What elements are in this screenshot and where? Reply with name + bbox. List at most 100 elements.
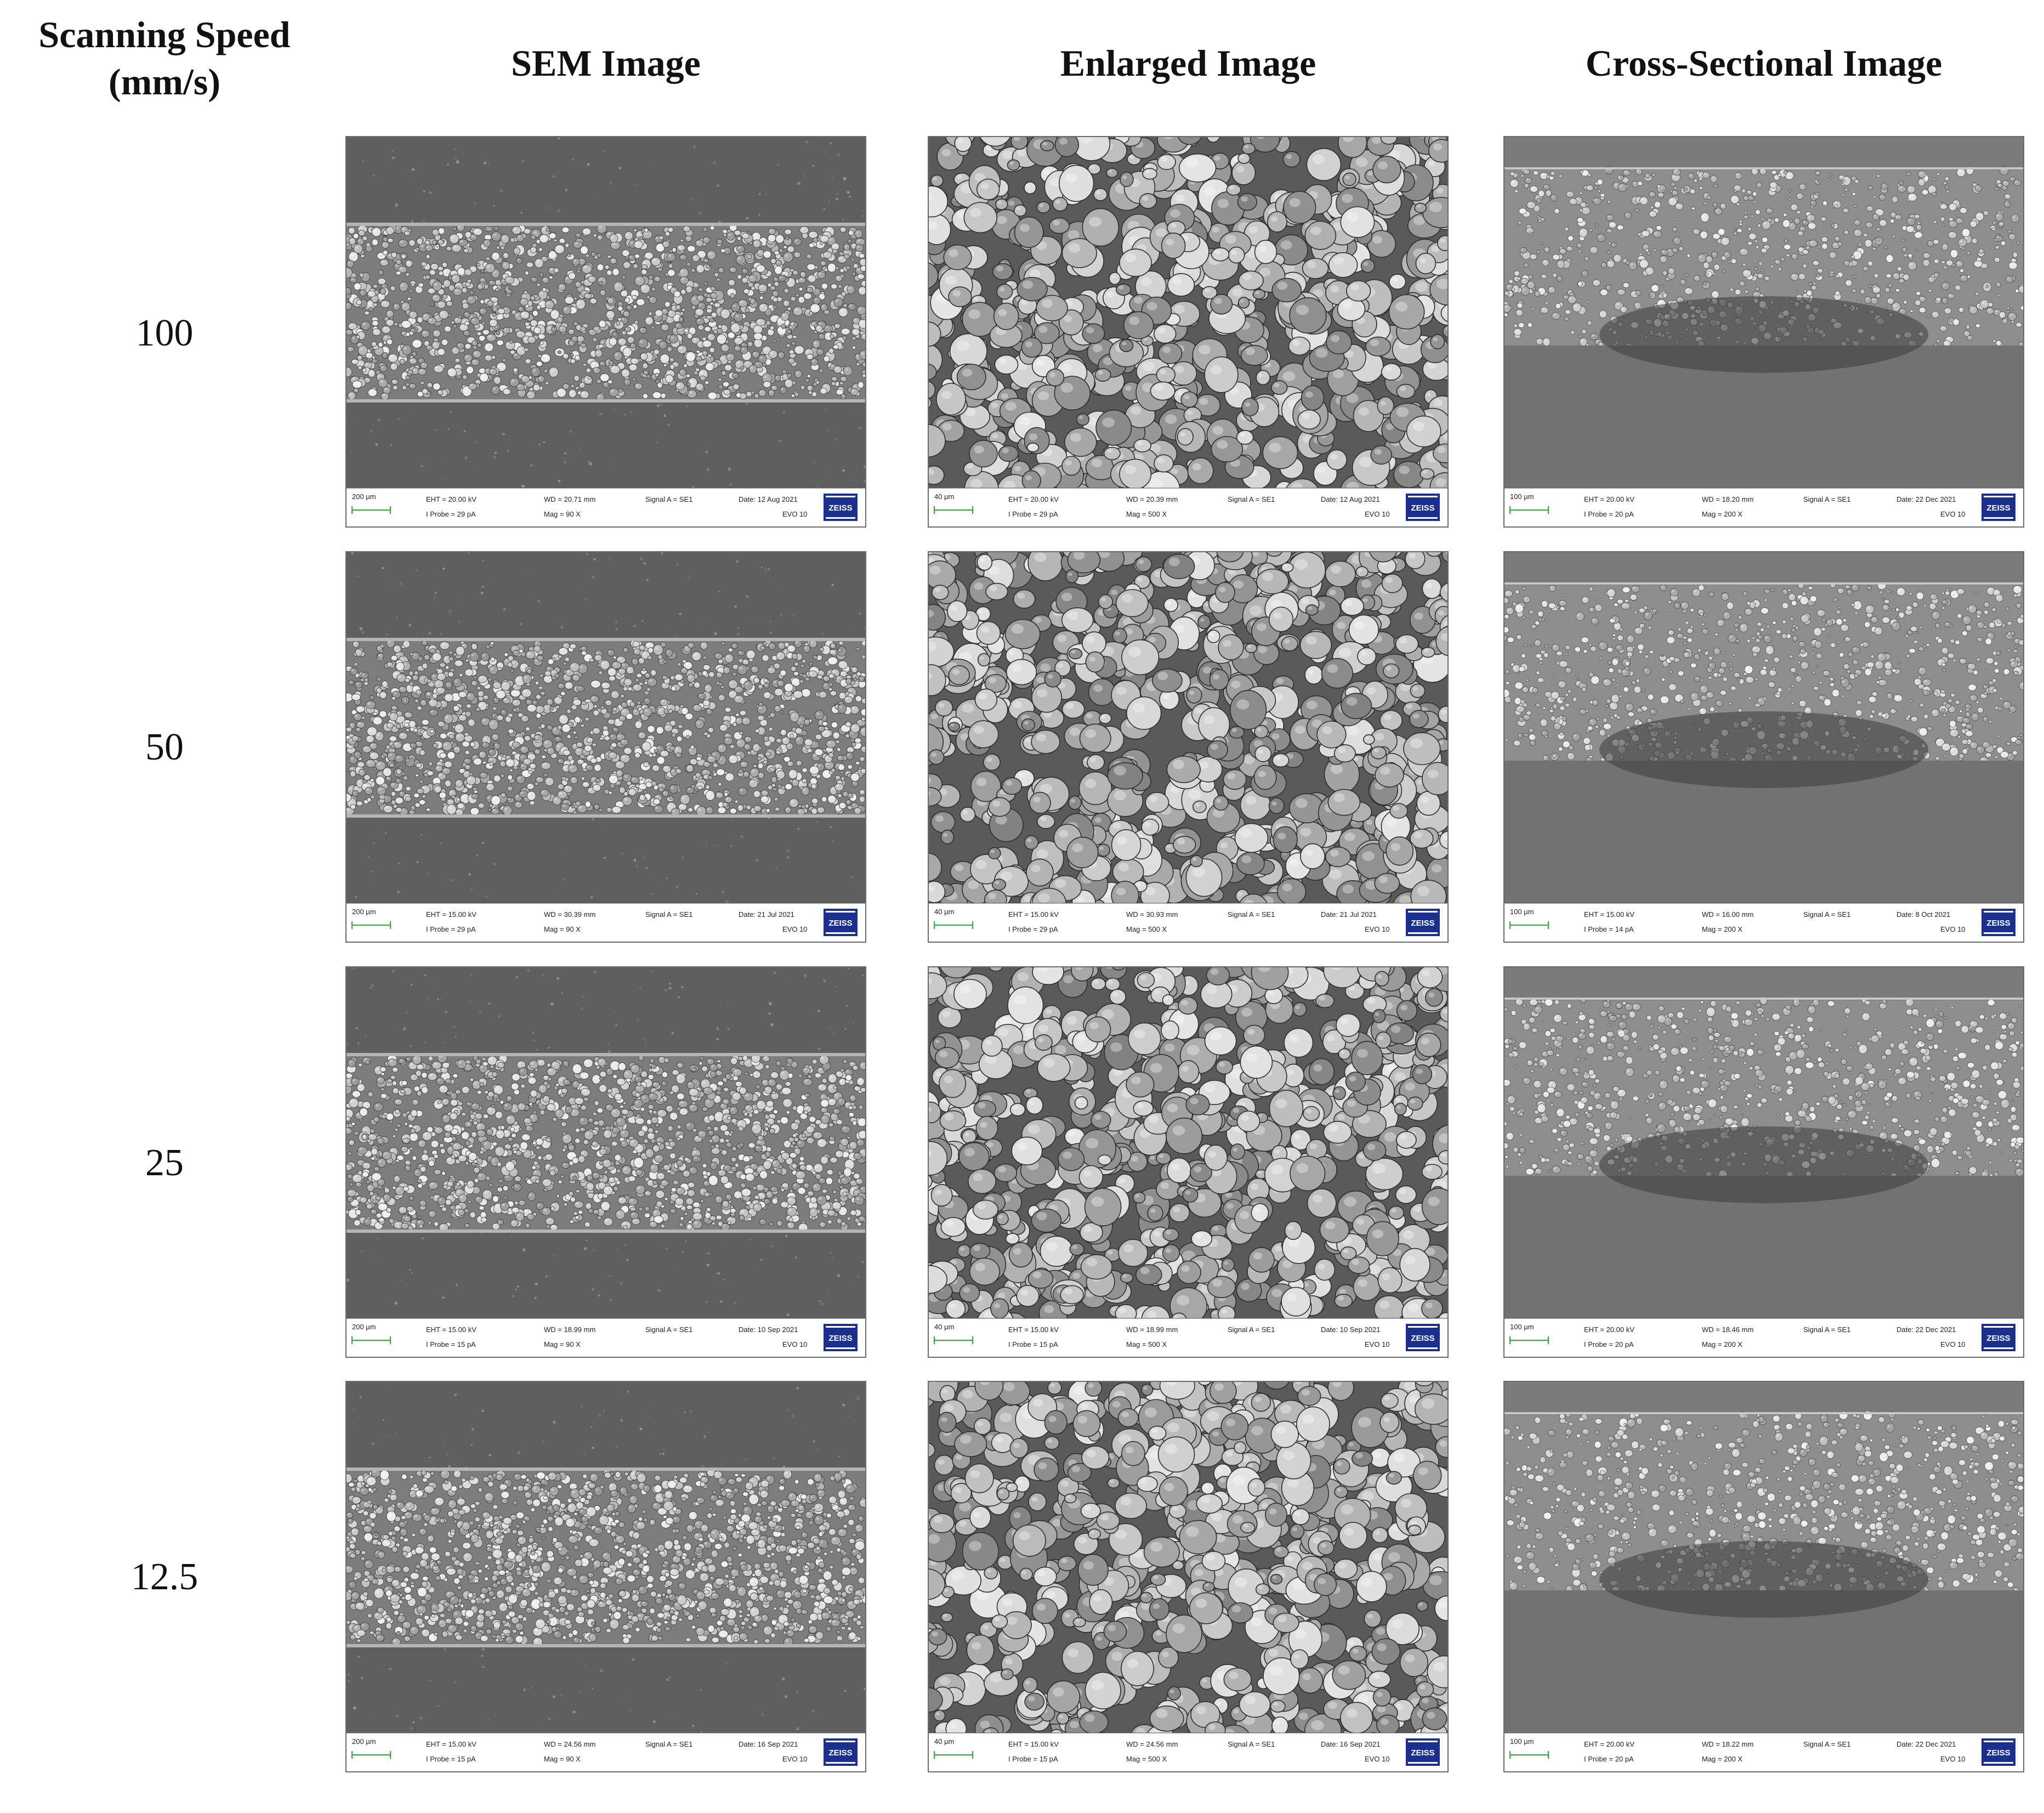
micrograph-texture	[1504, 967, 2023, 1318]
signal-value: Signal A = SE1	[1228, 495, 1275, 503]
date-value: Date: 12 Aug 2021	[1321, 495, 1380, 503]
speed-label-row-4: 12.5	[0, 1554, 329, 1601]
magnification-value: Mag = 500 X	[1126, 510, 1167, 518]
probe-current-value: I Probe = 29 pA	[1008, 925, 1058, 933]
eht-value: EHT = 20.00 kV	[1584, 1740, 1634, 1748]
magnification-value: Mag = 200 X	[1702, 1755, 1742, 1763]
scale-bar-label: 100 µm	[1510, 492, 1534, 501]
instrument-model: EVO 10	[1365, 925, 1390, 933]
date-value: Date: 21 Jul 2021	[739, 910, 794, 919]
column-header-enlarged: Enlarged Image	[928, 39, 1449, 87]
header-line-1: Scanning Speed	[0, 11, 329, 58]
signal-value: Signal A = SE1	[645, 910, 692, 919]
probe-current-value: I Probe = 20 pA	[1584, 1755, 1634, 1763]
info-bar: 100 µm EHT = 20.00 kV I Probe = 20 pA WD = …	[1504, 1732, 2023, 1771]
svg-text:ZEISS: ZEISS	[828, 503, 852, 513]
info-bar: 100 µm EHT = 20.00 kV I Probe = 20 pA WD = …	[1504, 488, 2023, 526]
enlarged-image-row-1: 40 µm EHT = 20.00 kV I Probe = 29 pA WD = 2…	[928, 136, 1449, 528]
micrograph-texture	[929, 552, 1447, 924]
zeiss-logo: ZEISS	[824, 909, 858, 936]
magnification-value: Mag = 90 X	[544, 1340, 581, 1349]
instrument-model: EVO 10	[782, 1755, 808, 1763]
zeiss-logo: ZEISS	[1981, 1738, 2015, 1766]
sem-image-row-2: 200 µm EHT = 15.00 kV I Probe = 29 pA WD = …	[345, 551, 866, 943]
date-value: Date: 22 Dec 2021	[1897, 495, 1956, 503]
info-bar: 100 µm EHT = 20.00 kV I Probe = 20 pA WD = …	[1504, 1318, 2023, 1357]
signal-value: Signal A = SE1	[1803, 910, 1850, 919]
eht-value: EHT = 20.00 kV	[426, 495, 476, 503]
scale-bar-label: 200 µm	[352, 1323, 376, 1331]
info-bar: 200 µm EHT = 15.00 kV I Probe = 15 pA WD = …	[347, 1732, 865, 1771]
magnification-value: Mag = 200 X	[1702, 925, 1742, 933]
magnification-value: Mag = 500 X	[1126, 1340, 1167, 1349]
cross-section-image-row-2: 100 µm EHT = 15.00 kV I Probe = 14 pA WD = …	[1503, 551, 2024, 943]
date-value: Date: 8 Oct 2021	[1897, 910, 1950, 919]
signal-value: Signal A = SE1	[1803, 495, 1850, 503]
scale-bar-label: 40 µm	[934, 1323, 954, 1331]
enlarged-image-row-2: 40 µm EHT = 15.00 kV I Probe = 29 pA WD = 3…	[928, 551, 1449, 943]
probe-current-value: I Probe = 29 pA	[1008, 510, 1058, 518]
micrograph: 40 µm EHT = 20.00 kV I Probe = 29 pA WD = 2…	[929, 137, 1447, 526]
instrument-model: EVO 10	[1940, 1755, 1966, 1763]
column-header-sem: SEM Image	[345, 39, 866, 87]
date-value: Date: 12 Aug 2021	[739, 495, 798, 503]
scale-bar-label: 200 µm	[352, 492, 376, 501]
eht-value: EHT = 15.00 kV	[1584, 910, 1634, 919]
micrograph: 100 µm EHT = 20.00 kV I Probe = 20 pA WD = …	[1504, 137, 2023, 526]
info-bar: 40 µm EHT = 15.00 kV I Probe = 15 pA WD = 2…	[929, 1732, 1447, 1771]
scale-bar-label: 100 µm	[1510, 908, 1534, 916]
eht-value: EHT = 15.00 kV	[426, 1325, 476, 1334]
signal-value: Signal A = SE1	[645, 495, 692, 503]
micrograph: 100 µm EHT = 20.00 kV I Probe = 20 pA WD = …	[1504, 967, 2023, 1357]
scale-bar-label: 40 µm	[934, 1737, 954, 1746]
zeiss-logo: ZEISS	[1981, 1324, 2015, 1351]
zeiss-logo: ZEISS	[824, 1738, 858, 1766]
date-value: Date: 16 Sep 2021	[1321, 1740, 1380, 1748]
scale-bar-label: 100 µm	[1510, 1323, 1534, 1331]
eht-value: EHT = 20.00 kV	[1008, 495, 1059, 503]
date-value: Date: 21 Jul 2021	[1321, 910, 1377, 919]
instrument-model: EVO 10	[1365, 1755, 1390, 1763]
info-bar: 40 µm EHT = 15.00 kV I Probe = 29 pA WD = 3…	[929, 903, 1447, 942]
signal-value: Signal A = SE1	[645, 1740, 692, 1748]
eht-value: EHT = 15.00 kV	[426, 910, 476, 919]
info-bar: 200 µm EHT = 15.00 kV I Probe = 29 pA WD = …	[347, 903, 865, 942]
probe-current-value: I Probe = 15 pA	[1008, 1340, 1058, 1349]
micrograph: 40 µm EHT = 15.00 kV I Probe = 15 pA WD = 2…	[929, 1382, 1447, 1771]
signal-value: Signal A = SE1	[645, 1325, 692, 1334]
eht-value: EHT = 15.00 kV	[426, 1740, 476, 1748]
scale-bar-label: 100 µm	[1510, 1737, 1534, 1746]
instrument-model: EVO 10	[1940, 925, 1966, 933]
instrument-model: EVO 10	[1940, 1340, 1966, 1349]
enlarged-image-row-4: 40 µm EHT = 15.00 kV I Probe = 15 pA WD = 2…	[928, 1381, 1449, 1772]
micrograph: 40 µm EHT = 15.00 kV I Probe = 29 pA WD = 3…	[929, 552, 1447, 942]
working-distance-value: WD = 24.56 mm	[1126, 1740, 1178, 1748]
sem-image-row-3: 200 µm EHT = 15.00 kV I Probe = 15 pA WD = …	[345, 966, 866, 1358]
cross-section-image-row-3: 100 µm EHT = 20.00 kV I Probe = 20 pA WD = …	[1503, 966, 2024, 1358]
sem-image-row-4: 200 µm EHT = 15.00 kV I Probe = 15 pA WD = …	[345, 1381, 866, 1772]
micrograph-texture	[347, 137, 865, 489]
signal-value: Signal A = SE1	[1803, 1740, 1850, 1748]
micrograph-texture	[929, 1382, 1447, 1752]
eht-value: EHT = 15.00 kV	[1008, 910, 1059, 919]
probe-current-value: I Probe = 14 pA	[1584, 925, 1634, 933]
working-distance-value: WD = 30.93 mm	[1126, 910, 1178, 919]
magnification-value: Mag = 500 X	[1126, 1755, 1167, 1763]
speed-label-row-2: 50	[0, 724, 329, 771]
svg-text:ZEISS: ZEISS	[1411, 503, 1434, 513]
instrument-model: EVO 10	[782, 1340, 808, 1349]
zeiss-logo: ZEISS	[1406, 909, 1440, 936]
zeiss-logo: ZEISS	[824, 1324, 858, 1351]
magnification-value: Mag = 200 X	[1702, 510, 1742, 518]
scale-bar-label: 200 µm	[352, 908, 376, 916]
micrograph: 200 µm EHT = 15.00 kV I Probe = 15 pA WD = …	[347, 1382, 865, 1771]
working-distance-value: WD = 20.39 mm	[1126, 495, 1178, 503]
working-distance-value: WD = 18.99 mm	[1126, 1325, 1178, 1334]
instrument-model: EVO 10	[782, 510, 808, 518]
zeiss-logo: ZEISS	[1406, 1324, 1440, 1351]
scale-bar-label: 40 µm	[934, 908, 954, 916]
probe-current-value: I Probe = 20 pA	[1584, 510, 1634, 518]
zeiss-logo: ZEISS	[1981, 909, 2015, 936]
micrograph: 40 µm EHT = 15.00 kV I Probe = 15 pA WD = 1…	[929, 967, 1447, 1357]
instrument-model: EVO 10	[1940, 510, 1966, 518]
